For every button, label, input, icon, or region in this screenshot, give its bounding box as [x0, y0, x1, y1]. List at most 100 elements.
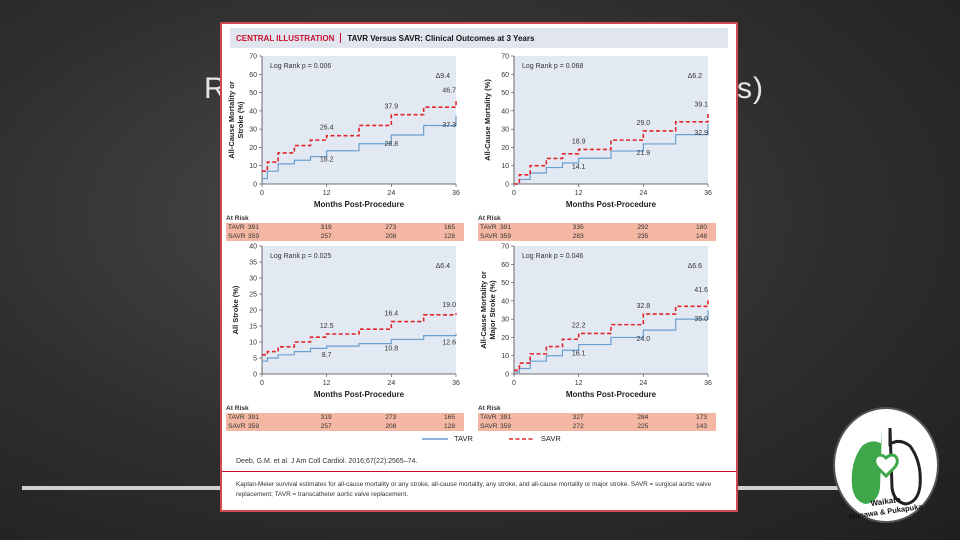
at-risk-group: TAVR [228, 414, 245, 421]
x-tick-label: 36 [704, 380, 712, 387]
at-risk-table: At Risk TAVR 391 335 292 180 SAVR 359 283 235 148 [478, 214, 716, 241]
at-risk-value: 272 [572, 423, 584, 430]
delta-label: Δ6.4 [436, 263, 451, 270]
header-title: TAVR Versus SAVR: Clinical Outcomes at 3… [347, 33, 535, 43]
at-risk-value: 165 [444, 414, 456, 421]
y-axis-label: All-Cause Mortality (%) [483, 79, 492, 161]
x-tick-label: 24 [639, 190, 647, 197]
chart-svg: 0 5 10 15 20 25 30 35 40 0 12 24 36 Months Post-Proce… [231, 244, 460, 400]
delta-label: Δ6.6 [688, 263, 703, 270]
tavr-curve [262, 115, 457, 180]
savr-data-label: 12.5 [320, 323, 334, 330]
chart-panel-4: 0 10 20 30 40 50 60 70 0 12 24 36 Months Post-Proced… [478, 242, 726, 431]
y-tick-label: 70 [501, 54, 509, 61]
at-risk-value: 391 [500, 414, 512, 421]
at-risk-value: 335 [572, 224, 584, 231]
delta-label: Δ6.2 [688, 73, 703, 80]
chart-panel-3: 0 5 10 15 20 25 30 35 40 0 12 24 36 Months Post-Proce… [226, 242, 474, 431]
at-risk-value: 143 [696, 423, 708, 430]
logo-heart-icon [873, 453, 899, 479]
savr-curve [262, 98, 457, 172]
x-axis-label: Months Post-Procedure [314, 200, 405, 209]
y-tick-label: 25 [249, 292, 257, 299]
at-risk-group: SAVR [228, 423, 246, 430]
tavr-data-label: 35.0 [694, 316, 708, 323]
x-tick-label: 36 [452, 380, 460, 387]
citation: Deeb, G.M. et al. J Am Coll Cardiol. 201… [236, 458, 418, 465]
y-tick-label: 15 [249, 324, 257, 331]
at-risk-value: 257 [320, 233, 332, 240]
at-risk-row: SAVR 359 257 208 128 [226, 232, 464, 241]
savr-legend-line [508, 437, 535, 440]
at-risk-row: SAVR 359 257 208 128 [226, 422, 464, 431]
tavr-data-label: 26.8 [385, 141, 399, 148]
savr-curve [514, 112, 709, 185]
tavr-curve [262, 333, 457, 362]
chart-panel-2: 0 10 20 30 40 50 60 70 0 12 24 36 Months Post-Proced… [478, 52, 726, 241]
at-risk-value: 273 [385, 414, 397, 421]
log-rank-pvalue: Log Rank p = 0.025 [270, 253, 331, 260]
y-tick-label: 50 [501, 280, 509, 287]
y-tick-label: 30 [249, 127, 257, 134]
y-tick-label: 60 [249, 72, 257, 79]
y-tick-label: 40 [249, 244, 257, 251]
y-axis-label: All-Cause Mortality orStroke (%) [227, 81, 245, 159]
at-risk-value: 391 [248, 224, 260, 231]
savr-data-label: 46.7 [442, 88, 456, 95]
at-risk-group: SAVR [480, 233, 498, 240]
at-risk-value: 319 [320, 414, 332, 421]
figure-caption: Kaplan-Meier survival estimates for all-… [236, 481, 712, 498]
y-tick-label: 10 [249, 163, 257, 170]
at-risk-value: 208 [385, 423, 397, 430]
at-risk-value: 273 [385, 224, 397, 231]
savr-data-label: 19.0 [442, 302, 456, 309]
y-tick-label: 70 [501, 244, 509, 251]
at-risk-value: 391 [500, 224, 512, 231]
y-tick-label: 30 [249, 276, 257, 283]
chart-svg: 0 10 20 30 40 50 60 70 0 12 24 36 Months Post-Proced… [227, 54, 460, 210]
chart-panel-1: 0 10 20 30 40 50 60 70 0 12 24 36 Months Post-Proced… [226, 52, 474, 241]
y-tick-label: 30 [501, 127, 509, 134]
tavr-legend-line [422, 437, 448, 440]
caption-divider [222, 471, 736, 472]
header-label: CENTRAL ILLUSTRATION [236, 33, 335, 43]
y-axis-label: All-Cause Mortality orMajor Stroke (%) [479, 271, 497, 349]
x-axis-label: Months Post-Procedure [314, 390, 405, 399]
y-tick-label: 60 [501, 72, 509, 79]
at-risk-value: 283 [572, 233, 584, 240]
tavr-data-label: 18.2 [320, 157, 334, 164]
at-risk-value: 359 [500, 423, 512, 430]
waikato-logo: Waikato Manawa & Pukapuka [833, 407, 939, 523]
at-risk-row: TAVR 391 335 292 180 [478, 223, 716, 232]
at-risk-value: 292 [637, 224, 649, 231]
y-tick-label: 10 [501, 163, 509, 170]
tavr-curve [514, 123, 709, 185]
y-tick-label: 35 [249, 260, 257, 267]
x-tick-label: 12 [575, 380, 583, 387]
savr-data-label: 29.0 [637, 120, 651, 127]
plot-area [514, 56, 708, 184]
chart-svg: 0 10 20 30 40 50 60 70 0 12 24 36 Months Post-Proced… [479, 244, 712, 400]
at-risk-row: TAVR 391 327 284 173 [478, 413, 716, 422]
savr-curve [514, 297, 709, 372]
plot-area [514, 246, 708, 374]
y-tick-label: 20 [501, 145, 509, 152]
at-risk-value: 257 [320, 423, 332, 430]
x-tick-label: 24 [387, 380, 395, 387]
at-risk-value: 359 [248, 233, 260, 240]
x-tick-label: 0 [512, 190, 516, 197]
figure-header: CENTRAL ILLUSTRATION TAVR Versus SAVR: C… [230, 28, 728, 48]
y-tick-label: 40 [249, 108, 257, 115]
at-risk-value: 128 [444, 423, 456, 430]
at-risk-row: TAVR 391 319 273 165 [226, 413, 464, 422]
tavr-data-label: 14.1 [572, 164, 586, 171]
tavr-data-label: 8.7 [322, 352, 332, 359]
x-tick-label: 24 [387, 190, 395, 197]
at-risk-group: TAVR [480, 224, 497, 231]
y-axis-label: All Stroke (%) [231, 285, 240, 334]
at-risk-value: 128 [444, 233, 456, 240]
at-risk-group: TAVR [228, 224, 245, 231]
x-tick-label: 24 [639, 380, 647, 387]
central-illustration: CENTRAL ILLUSTRATION TAVR Versus SAVR: C… [220, 22, 738, 512]
y-tick-label: 5 [253, 356, 257, 363]
